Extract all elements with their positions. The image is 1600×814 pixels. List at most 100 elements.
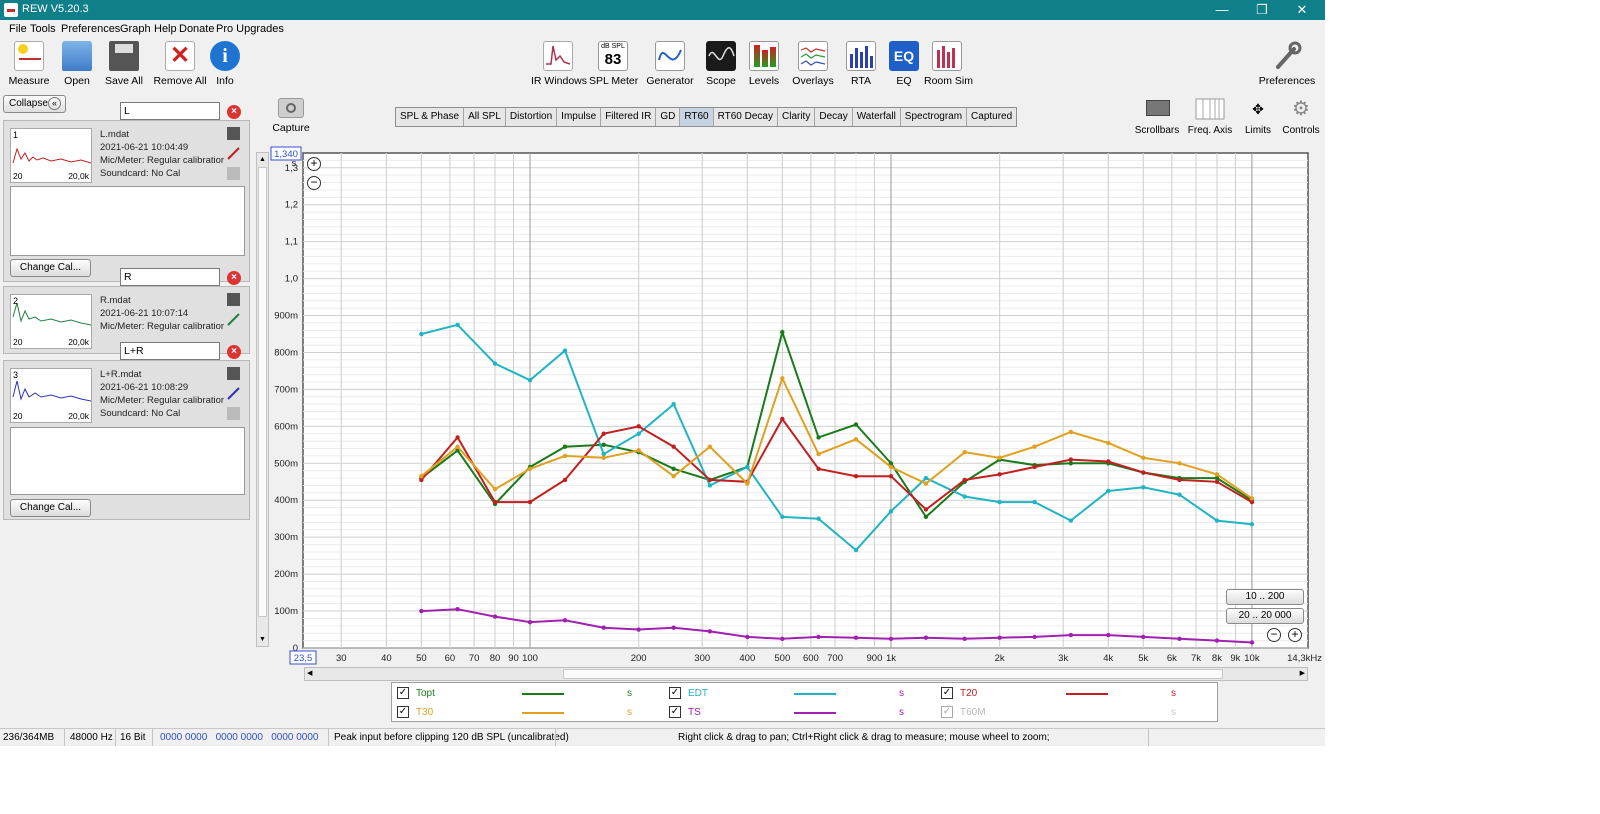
vertical-scrollbar[interactable]: ▲ ▼ <box>256 152 269 647</box>
menu-graph[interactable]: Graph <box>120 23 151 35</box>
spl-meter-button[interactable]: dB SPL 83 SPL Meter <box>589 41 638 91</box>
tab-spectrogram[interactable]: Spectrogram <box>901 108 968 126</box>
close-button[interactable]: ✕ <box>1296 2 1308 17</box>
measurement-notes-1[interactable] <box>10 186 245 256</box>
vertical-scroll-thumb[interactable] <box>258 167 267 617</box>
save-measurement-icon-3[interactable] <box>227 367 240 380</box>
legend-item-t20[interactable]: ✓ T20 s <box>941 685 1201 703</box>
series-point-ts <box>816 634 821 640</box>
color-pen-icon-2[interactable] <box>227 313 240 326</box>
series-point-edt <box>671 401 676 407</box>
remove-measurement-icon-2[interactable]: × <box>227 271 241 285</box>
legend-checkbox-t20[interactable]: ✓ <box>941 687 953 699</box>
remove-measurement-icon-3[interactable]: × <box>227 345 241 359</box>
legend-item-edt[interactable]: ✓ EDT s <box>669 685 929 703</box>
zoom-out-x-icon[interactable]: − <box>1267 628 1281 642</box>
eq-button[interactable]: EQ EQ <box>887 41 921 91</box>
measurement-name-input-3[interactable]: L+R <box>120 342 220 360</box>
color-pen-icon-1[interactable] <box>227 147 240 160</box>
status-sample-rate: 48000 Hz <box>70 732 113 743</box>
rta-button[interactable]: RTA <box>844 41 878 91</box>
scroll-up-icon[interactable]: ▲ <box>259 156 266 163</box>
zoom-out-y-icon[interactable]: − <box>307 176 321 190</box>
capture-button[interactable]: Capture <box>272 98 310 138</box>
ir-windows-button[interactable]: IR Windows <box>531 41 587 91</box>
menu-donate[interactable]: Donate <box>179 23 215 35</box>
menu-help[interactable]: Help <box>154 23 177 35</box>
controls-button[interactable]: ⚙ Controls <box>1281 97 1321 136</box>
legend-checkbox-edt[interactable]: ✓ <box>669 687 681 699</box>
tab-rt60[interactable]: RT60 <box>680 108 714 126</box>
color-pen-icon-3[interactable] <box>227 387 240 400</box>
scroll-right-icon[interactable]: ▶ <box>1299 670 1305 677</box>
save-all-button[interactable]: Save All <box>102 41 146 91</box>
zoom-in-x-icon[interactable]: + <box>1288 628 1302 642</box>
rt60-graph[interactable]: 0 100m 200m 300m 400m 500m 600m 700m 800m 900m 1,0… <box>270 146 1322 665</box>
tab-all-spl[interactable]: All SPL <box>464 108 506 126</box>
horizontal-scroll-thumb[interactable] <box>563 669 1223 679</box>
remove-measurement-icon-1[interactable]: × <box>227 105 241 119</box>
legend-checkbox-t60m[interactable]: ✓ <box>941 706 953 718</box>
legend-item-ts[interactable]: ✓ TS s <box>669 704 929 722</box>
legend-item-t60m[interactable]: ✓ T60M s <box>941 704 1201 722</box>
info-button[interactable]: i Info <box>210 41 240 91</box>
notes-icon-3[interactable] <box>227 407 240 420</box>
tab-gd[interactable]: GD <box>656 108 681 126</box>
range-10-200-button[interactable]: 10 .. 200 <box>1226 589 1304 605</box>
horizontal-scrollbar[interactable]: ◀ ▶ <box>304 667 1308 681</box>
levels-button[interactable]: Levels <box>746 41 782 91</box>
legend-checkbox-ts[interactable]: ✓ <box>669 706 681 718</box>
scrollbars-button[interactable]: Scrollbars <box>1134 97 1180 136</box>
scroll-left-icon[interactable]: ◀ <box>307 670 313 677</box>
scroll-down-icon[interactable]: ▼ <box>259 636 266 643</box>
tab-impulse[interactable]: Impulse <box>557 108 602 126</box>
series-point-topt <box>888 461 894 466</box>
legend-item-t30[interactable]: ✓ T30 s <box>397 704 657 722</box>
tab-decay[interactable]: Decay <box>815 108 853 126</box>
open-button[interactable]: Open <box>58 41 96 91</box>
legend-item-topt[interactable]: ✓ Topt s <box>397 685 657 703</box>
menu-tools[interactable]: Tools <box>30 23 56 35</box>
notes-icon-1[interactable] <box>227 167 240 180</box>
measure-button[interactable]: Measure <box>6 41 52 91</box>
collapse-button[interactable]: Collapse « <box>3 95 66 113</box>
measurement-thumbnail-2[interactable]: 2 20 20,0k <box>10 294 92 349</box>
overlays-button[interactable]: Overlays <box>790 41 836 91</box>
change-cal-button-1[interactable]: Change Cal... <box>10 259 91 277</box>
limits-button[interactable]: ✥ Limits <box>1240 97 1276 136</box>
legend-checkbox-t30[interactable]: ✓ <box>397 706 409 718</box>
menu-file[interactable]: File <box>9 23 27 35</box>
freq-axis-button[interactable]: Freq. Axis <box>1186 97 1234 136</box>
menu-pro-upgrades[interactable]: Pro Upgrades <box>216 23 284 35</box>
room-sim-button[interactable]: Room Sim <box>924 41 973 91</box>
menu-preferences[interactable]: Preferences <box>61 23 121 35</box>
scope-button[interactable]: Scope <box>704 41 738 91</box>
zoom-in-y-icon[interactable]: + <box>307 157 321 171</box>
save-measurement-icon-1[interactable] <box>227 127 240 140</box>
measurement-name-input-1[interactable]: L <box>120 102 220 120</box>
range-20-20000-button[interactable]: 20 .. 20 000 <box>1226 608 1304 624</box>
series-point-topt <box>816 435 821 440</box>
restore-button[interactable]: ❐ <box>1256 2 1268 17</box>
tab-filtered-ir[interactable]: Filtered IR <box>601 108 657 126</box>
save-measurement-icon-2[interactable] <box>227 293 240 306</box>
tab-spl-phase[interactable]: SPL & Phase <box>396 108 465 126</box>
preferences-button[interactable]: Preferences <box>1258 41 1316 91</box>
tab-clarity[interactable]: Clarity <box>778 108 816 126</box>
tab-distortion[interactable]: Distortion <box>506 108 558 126</box>
minimize-button[interactable]: — <box>1215 2 1229 17</box>
x-tick-label: 50 <box>416 653 427 664</box>
measurement-notes-3[interactable] <box>10 427 245 495</box>
rt60-chart[interactable]: 0 100m 200m 300m 400m 500m 600m 700m 800m 900m 1,0… <box>270 146 1322 665</box>
measurement-thumbnail-1[interactable]: 1 20 20,0k <box>10 128 92 183</box>
tab-rt60-decay[interactable]: RT60 Decay <box>714 108 778 126</box>
measurement-thumbnail-3[interactable]: 3 20 20,0k <box>10 368 92 423</box>
measurement-name-input-2[interactable]: R <box>120 268 220 286</box>
tab-captured[interactable]: Captured <box>971 111 1013 122</box>
generator-button[interactable]: Generator <box>646 41 694 91</box>
tab-waterfall[interactable]: Waterfall <box>853 108 901 126</box>
change-cal-button-3[interactable]: Change Cal... <box>10 499 91 517</box>
y-tick-label: 600m <box>274 421 298 432</box>
remove-all-button[interactable]: ✕ Remove All <box>152 41 208 91</box>
legend-checkbox-topt[interactable]: ✓ <box>397 687 409 699</box>
